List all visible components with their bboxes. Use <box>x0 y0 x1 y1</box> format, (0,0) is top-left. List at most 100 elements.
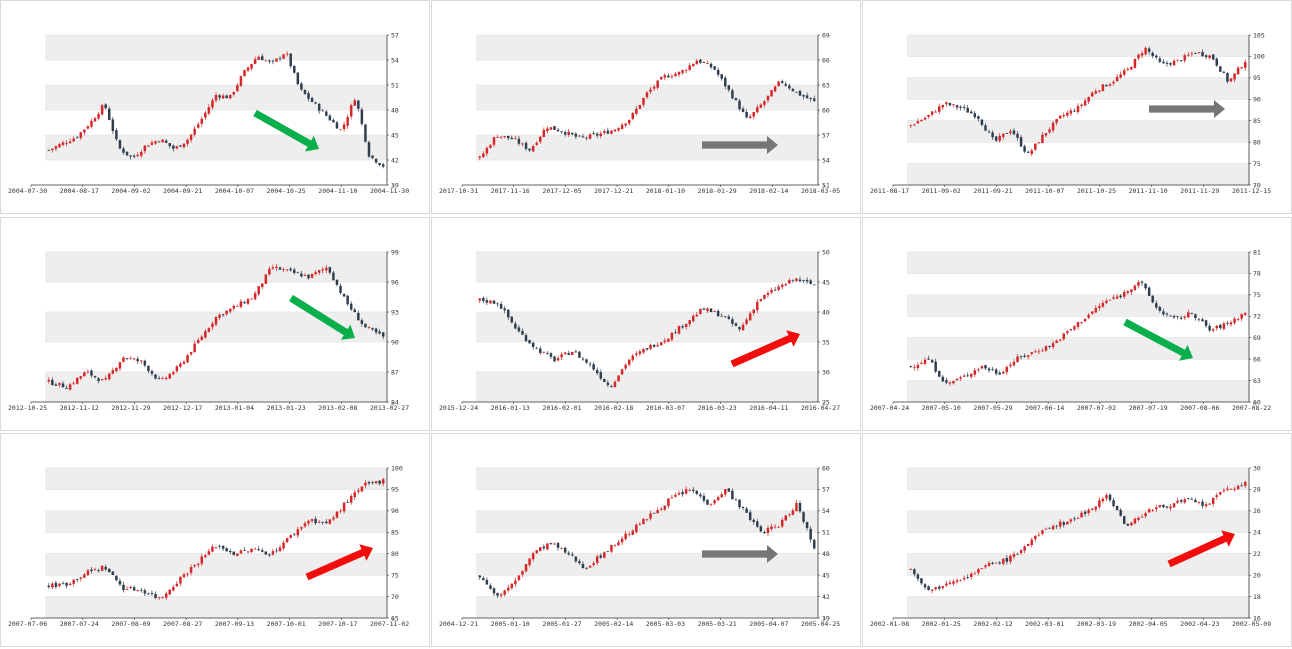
y-tick-label: 95 <box>391 486 399 494</box>
x-tick-label: 2018-01-10 <box>646 187 685 195</box>
y-tick-label: 57 <box>391 31 399 39</box>
candle-body <box>499 594 503 596</box>
candle-body <box>1023 355 1026 357</box>
candle-body <box>603 378 606 382</box>
candle-body <box>339 285 342 293</box>
candle-body <box>677 71 681 75</box>
candle-body <box>959 579 962 581</box>
candle-body <box>1140 281 1144 283</box>
x-tick-label: 2018-02-14 <box>749 187 788 195</box>
grid-band <box>476 510 818 533</box>
candle-body <box>1090 311 1094 314</box>
candle-body <box>314 272 317 275</box>
candle-body <box>1179 317 1183 319</box>
candle-body <box>549 353 553 357</box>
grid-band <box>907 35 1249 57</box>
candle-body <box>1172 315 1176 318</box>
candle-body <box>1219 492 1222 495</box>
candle-body <box>132 358 136 360</box>
candle-body <box>659 508 663 510</box>
candle-body <box>335 279 339 285</box>
candle-body <box>517 327 521 332</box>
candle-body <box>72 579 75 584</box>
x-tick-label: 2007-07-24 <box>60 620 99 628</box>
candle-body <box>941 376 945 382</box>
candle-body <box>731 90 734 99</box>
candle-body <box>709 63 713 68</box>
candle-body <box>200 118 204 124</box>
x-tick-label: 2004-10-25 <box>267 187 306 195</box>
candle-body <box>314 102 317 104</box>
candle-body <box>1243 312 1247 315</box>
candle-body <box>1080 104 1083 106</box>
candle-body <box>140 360 143 362</box>
candle-body <box>221 95 225 99</box>
candle-body <box>506 587 510 591</box>
candle-body <box>1062 522 1066 525</box>
y-tick-label: 96 <box>391 278 399 286</box>
candle-body <box>649 89 652 92</box>
candle-body <box>645 519 649 521</box>
grid-band <box>45 135 387 160</box>
candle-body <box>752 309 755 314</box>
x-tick-label: 2007-08-27 <box>163 620 202 628</box>
candle-body <box>261 550 264 552</box>
y-tick-label: 42 <box>391 156 399 164</box>
candle-body <box>659 342 663 346</box>
candle-body <box>517 575 521 580</box>
candle-body <box>1002 558 1005 564</box>
candle-body <box>681 70 684 73</box>
y-tick-label: 39 <box>822 614 830 622</box>
y-tick-label: 60 <box>822 106 830 114</box>
candle-body <box>780 284 784 288</box>
y-tick-label: 42 <box>822 593 830 601</box>
x-tick-label: 2016-04-27 <box>801 404 840 412</box>
candle-body <box>243 70 246 77</box>
candle-body <box>539 348 542 353</box>
candle-body <box>1137 282 1140 286</box>
candle-body <box>150 593 154 595</box>
candle-body <box>1201 52 1204 57</box>
candle-body <box>791 510 795 515</box>
y-tick-label: 63 <box>822 81 830 89</box>
y-tick-label: 65 <box>391 614 399 622</box>
candle-body <box>535 347 538 349</box>
candle-body <box>58 144 61 148</box>
candle-body <box>1226 488 1229 490</box>
candle-body <box>934 361 937 372</box>
candle-body <box>489 585 492 590</box>
candle-body <box>100 565 104 571</box>
y-tick-label: 50 <box>822 248 830 256</box>
candle-body <box>998 372 1001 375</box>
grid-band <box>476 252 818 282</box>
candle-body <box>1076 322 1080 327</box>
candle-body <box>1087 509 1090 514</box>
trend-arrow-flat <box>702 545 778 563</box>
x-tick-label: 2011-08-17 <box>870 187 909 195</box>
candle-body <box>1183 499 1186 503</box>
candle-body <box>1041 530 1044 534</box>
candle-body <box>973 573 977 575</box>
candle-body <box>1137 517 1140 520</box>
candle-body <box>374 481 378 484</box>
candle-body <box>1162 311 1165 315</box>
candle-body <box>542 351 546 353</box>
candle-body <box>97 114 100 119</box>
candle-body <box>784 284 788 286</box>
candle-body <box>353 100 357 106</box>
candle-body <box>211 546 214 552</box>
candle-body <box>524 564 528 572</box>
candle-body <box>357 490 360 492</box>
y-tick-label: 35 <box>822 338 830 346</box>
candle-body <box>278 267 282 270</box>
candle-body <box>161 139 164 143</box>
grid-band <box>45 596 387 618</box>
candle-body <box>542 546 546 549</box>
candle-body <box>264 551 268 555</box>
candle-body <box>991 562 994 564</box>
candle-body <box>1051 526 1055 530</box>
candle-body <box>716 310 720 317</box>
candle-body <box>349 105 353 117</box>
candle-body <box>955 105 959 108</box>
candle-body <box>157 141 161 143</box>
